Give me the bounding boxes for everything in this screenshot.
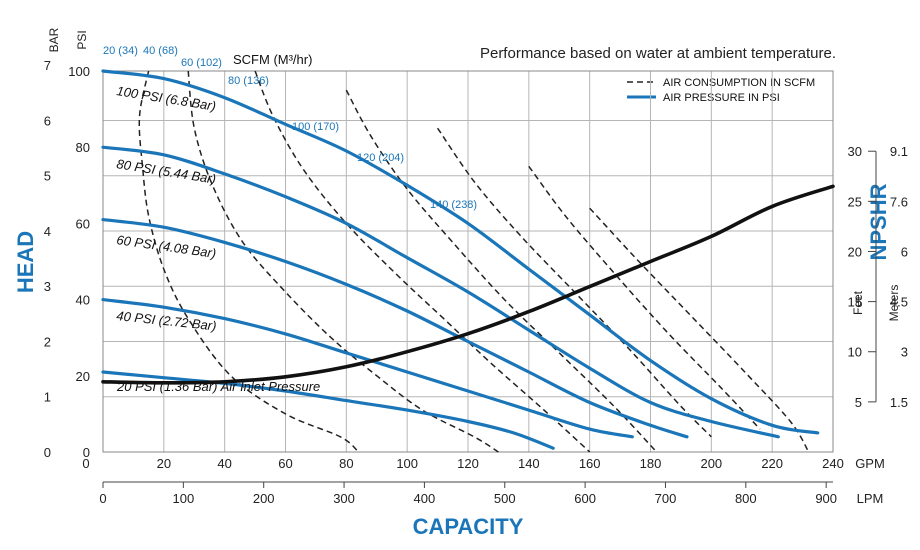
npshr-tick-label-meters: 6: [901, 244, 908, 259]
air-pressure-label: 80 PSI (5.44 Bar): [116, 156, 218, 187]
x-tick-label-lpm: 500: [494, 491, 516, 506]
npshr-tick-label-feet: 15: [848, 295, 862, 310]
y-axis-label-head: HEAD: [13, 231, 38, 293]
y-unit-psi: PSI: [75, 30, 89, 49]
npshr-tick-label-meters: 4.5: [890, 295, 908, 310]
x-tick-label-gpm: 160: [579, 456, 601, 471]
x-tick-label-gpm: 0: [82, 456, 89, 471]
chart-title: Performance based on water at ambient te…: [480, 45, 836, 62]
x-tick-label-gpm: 40: [217, 456, 231, 471]
y-tick-label-bar: 4: [44, 224, 51, 239]
npshr-unit-feet: Feet: [851, 290, 865, 315]
x-tick-label-lpm: 700: [655, 491, 677, 506]
x-tick-label-gpm: 80: [339, 456, 353, 471]
air-pressure-curve: [101, 69, 820, 435]
x-tick-label-gpm: 20: [157, 456, 171, 471]
npshr-tick-label-feet: 25: [848, 194, 862, 209]
x-tick-label-lpm: 300: [333, 491, 355, 506]
air-consumption-label: 100 (170): [292, 121, 339, 133]
y-tick-label-bar: 3: [44, 279, 51, 294]
y-unit-bar: BAR: [47, 27, 61, 52]
scfm-header: SCFM (M³/hr): [233, 52, 312, 67]
x-tick-label-gpm: 180: [640, 456, 662, 471]
air-consumption-curve: [528, 165, 761, 430]
x-tick-label-lpm: 900: [815, 491, 837, 506]
npshr-tick-label-feet: 30: [848, 144, 862, 159]
x-tick-label-gpm: 140: [518, 456, 540, 471]
y-axis-label-npshr: NPSHR: [866, 183, 891, 260]
air-pressure-curve: [101, 298, 634, 439]
air-pressure-curve: [101, 145, 780, 439]
x-tick-label-gpm: 200: [700, 456, 722, 471]
x-tick-label-gpm: 220: [761, 456, 783, 471]
y-tick-label-bar: 2: [44, 334, 51, 349]
air-consumption-label: 40 (68): [143, 45, 178, 57]
air-consumption-curve: [254, 70, 591, 453]
air-consumption-curve: [187, 70, 499, 453]
npshr-curve: [101, 184, 835, 385]
x-tick-label-gpm: 120: [457, 456, 479, 471]
y-tick-label-psi: 100: [68, 64, 90, 79]
x-tick-label-gpm: 60: [278, 456, 292, 471]
npshr-tick-label-feet: 10: [848, 345, 862, 360]
air-consumption-curve: [138, 70, 360, 453]
x-tick-label-lpm: 800: [735, 491, 757, 506]
air-pressure-label: 40 PSI (2.72 Bar): [116, 308, 217, 333]
air-pressure-label: 100 PSI (6.8 Bar): [116, 83, 218, 114]
air-consumption-label: 80 (136): [228, 75, 269, 87]
x-tick-label-lpm: 600: [574, 491, 596, 506]
npshr-tick-label-meters: 1.5: [890, 395, 908, 410]
y-tick-label-bar: 1: [44, 390, 51, 405]
air-consumption-label: 120 (204): [357, 152, 404, 164]
y-tick-label-psi: 80: [76, 140, 90, 155]
npshr-unit-meters: Meters: [887, 285, 901, 322]
x-axis-label-capacity: CAPACITY: [413, 514, 524, 539]
npshr-tick-label-feet: 20: [848, 244, 862, 259]
legend: AIR CONSUMPTION IN SCFM AIR PRESSURE IN …: [627, 77, 815, 104]
legend-label-air-pressure: AIR PRESSURE IN PSI: [663, 92, 780, 104]
y-tick-label-bar: 0: [44, 445, 51, 460]
x-unit-gpm: GPM: [855, 456, 885, 471]
x-tick-label-gpm: 240: [822, 456, 844, 471]
air-pressure-curve: [101, 218, 689, 439]
npshr-tick-label-meters: 9.1: [890, 144, 908, 159]
x-tick-label-gpm: 100: [396, 456, 418, 471]
x-unit-lpm: LPM: [857, 491, 884, 506]
y-tick-label-bar: 6: [44, 113, 51, 128]
y-tick-label-psi: 0: [83, 445, 90, 460]
legend-label-air-consumption: AIR CONSUMPTION IN SCFM: [663, 77, 815, 89]
air-consumption-label: 20 (34): [103, 45, 138, 57]
y-tick-label-bar: 7: [44, 58, 51, 73]
y-tick-label-bar: 5: [44, 169, 51, 184]
npshr-tick-label-meters: 3: [901, 345, 908, 360]
y-tick-label-psi: 20: [76, 369, 90, 384]
air-consumption-label: 60 (102): [181, 57, 222, 69]
x-tick-label-lpm: 400: [414, 491, 436, 506]
air-consumption-curve: [345, 89, 658, 453]
x-tick-label-lpm: 100: [173, 491, 195, 506]
x-tick-label-lpm: 0: [99, 491, 106, 506]
air-pressure-curve: [101, 370, 555, 450]
plot-frame: [102, 70, 834, 453]
y-tick-label-psi: 40: [76, 293, 90, 308]
npshr-tick-label-feet: 5: [855, 395, 862, 410]
y-tick-label-psi: 60: [76, 216, 90, 231]
air-consumption-curve: [589, 207, 810, 453]
x-tick-label-lpm: 200: [253, 491, 275, 506]
air-consumption-curve: [436, 127, 712, 438]
npshr-tick-label-meters: 7.6: [890, 194, 908, 209]
